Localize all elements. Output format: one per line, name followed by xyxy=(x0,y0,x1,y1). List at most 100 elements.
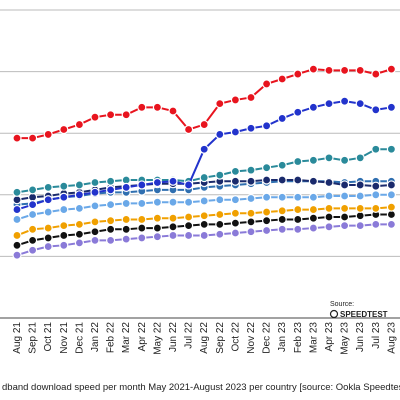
point xyxy=(137,233,147,243)
point xyxy=(12,187,22,197)
point xyxy=(262,163,272,173)
caption: dband download speed per month May 2021-… xyxy=(2,382,400,393)
point xyxy=(27,245,38,255)
point xyxy=(386,202,396,212)
point xyxy=(230,208,240,218)
point xyxy=(199,219,209,229)
point xyxy=(27,133,38,143)
point xyxy=(184,221,194,231)
point xyxy=(152,177,162,188)
point xyxy=(168,213,178,223)
point xyxy=(340,191,350,201)
point xyxy=(324,191,334,201)
point xyxy=(262,216,272,226)
point xyxy=(386,219,396,229)
point xyxy=(215,229,225,239)
point xyxy=(12,204,22,215)
point xyxy=(371,105,381,115)
point xyxy=(340,180,350,190)
point xyxy=(59,124,69,135)
point xyxy=(199,230,209,241)
x-tick-label: Mar 23 xyxy=(308,322,319,354)
point xyxy=(59,204,69,215)
point xyxy=(137,198,147,209)
point xyxy=(59,230,69,241)
point xyxy=(74,119,85,130)
point xyxy=(152,102,162,112)
point xyxy=(90,112,100,122)
x-tick-label: Sep 21 xyxy=(28,322,39,354)
point xyxy=(215,219,225,229)
point xyxy=(215,195,225,205)
point xyxy=(293,107,303,117)
point xyxy=(90,187,100,197)
point xyxy=(137,223,147,233)
point xyxy=(262,175,272,185)
point xyxy=(308,223,318,233)
point xyxy=(137,180,147,190)
point xyxy=(59,221,69,231)
x-tick-label: Jun 23 xyxy=(355,322,366,352)
point xyxy=(43,207,53,217)
point xyxy=(293,69,303,79)
x-tick-label: Nov 22 xyxy=(246,322,257,354)
point xyxy=(152,197,162,207)
point xyxy=(230,228,240,238)
point xyxy=(371,144,381,154)
point xyxy=(215,129,225,140)
point xyxy=(246,92,256,103)
x-tick-label: Jan 23 xyxy=(277,322,288,352)
point xyxy=(277,224,287,234)
point xyxy=(59,192,69,202)
point xyxy=(199,144,209,154)
point xyxy=(105,235,116,245)
point xyxy=(74,229,85,239)
point xyxy=(199,119,209,130)
point xyxy=(340,155,350,165)
point xyxy=(230,166,240,176)
point xyxy=(121,224,131,234)
point xyxy=(184,124,194,135)
x-tick-label: Aug 22 xyxy=(199,322,210,354)
point xyxy=(386,180,396,190)
point xyxy=(215,99,225,109)
point xyxy=(27,200,38,210)
x-tick-label: Oct 21 xyxy=(43,322,54,352)
point xyxy=(105,224,116,234)
point xyxy=(105,216,116,226)
point xyxy=(12,230,22,241)
point xyxy=(308,102,318,112)
point xyxy=(168,230,178,241)
point xyxy=(27,209,38,220)
point xyxy=(386,144,396,154)
point xyxy=(137,102,147,112)
point xyxy=(277,74,287,84)
point xyxy=(355,191,365,201)
point xyxy=(168,176,178,186)
point xyxy=(121,234,131,244)
point xyxy=(277,175,287,185)
point xyxy=(262,79,272,89)
point xyxy=(27,224,38,234)
point xyxy=(74,219,85,229)
point xyxy=(184,197,194,207)
point xyxy=(262,225,272,236)
point xyxy=(137,214,147,225)
source-logo xyxy=(329,309,339,319)
point xyxy=(355,99,365,109)
x-tick-label: Dec 22 xyxy=(262,322,273,354)
point xyxy=(340,212,350,222)
point xyxy=(152,232,162,242)
point xyxy=(293,204,303,215)
source-brand: SPEEDTEST xyxy=(340,310,388,319)
point xyxy=(90,235,100,245)
point xyxy=(43,129,53,140)
point xyxy=(308,64,318,74)
point xyxy=(121,198,131,209)
point xyxy=(184,230,194,241)
point xyxy=(230,195,240,205)
point xyxy=(371,69,381,79)
point xyxy=(74,180,85,190)
point xyxy=(152,223,162,233)
